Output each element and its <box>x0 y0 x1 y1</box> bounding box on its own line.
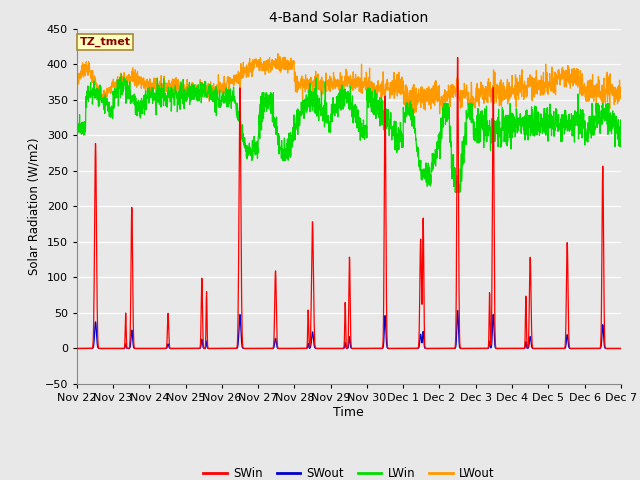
LWin <box>376 115 384 120</box>
SWout <box>376 346 384 351</box>
Line: SWin: SWin <box>77 58 621 348</box>
LWin <box>365 85 372 91</box>
Line: SWout: SWout <box>77 311 621 348</box>
SWout <box>218 346 225 351</box>
LWin <box>617 130 625 136</box>
SWin <box>454 55 461 60</box>
SWout <box>454 308 461 313</box>
LWout <box>274 51 282 57</box>
LWout <box>584 78 592 84</box>
LWin <box>225 96 232 102</box>
Line: LWout: LWout <box>77 54 621 114</box>
Y-axis label: Solar Radiation (W/m2): Solar Radiation (W/m2) <box>28 138 40 275</box>
LWin <box>584 135 592 141</box>
LWout <box>508 84 515 89</box>
SWout <box>73 346 81 351</box>
SWout <box>508 346 515 351</box>
Line: LWin: LWin <box>77 74 621 192</box>
SWin <box>225 346 232 351</box>
SWin <box>617 346 625 351</box>
SWin <box>508 346 515 351</box>
LWout <box>73 73 81 79</box>
LWin <box>451 189 459 195</box>
Legend: SWin, SWout, LWin, LWout: SWin, SWout, LWin, LWout <box>198 462 499 480</box>
SWout <box>225 346 232 351</box>
LWout <box>570 66 577 72</box>
LWout <box>376 85 384 91</box>
SWin <box>584 346 592 351</box>
LWout <box>365 86 372 92</box>
SWin <box>570 346 577 351</box>
X-axis label: Time: Time <box>333 406 364 419</box>
SWin <box>73 346 81 351</box>
SWout <box>365 346 372 351</box>
LWin <box>118 71 125 77</box>
Text: TZ_tmet: TZ_tmet <box>79 37 131 47</box>
SWin <box>218 346 225 351</box>
LWin <box>570 112 577 118</box>
LWout <box>617 96 625 102</box>
LWin <box>508 130 515 135</box>
LWin <box>73 138 81 144</box>
SWin <box>365 346 372 351</box>
LWout <box>436 111 444 117</box>
SWout <box>584 346 592 351</box>
LWout <box>225 80 232 85</box>
SWout <box>617 346 625 351</box>
SWout <box>570 346 577 351</box>
SWin <box>376 346 384 351</box>
Title: 4-Band Solar Radiation: 4-Band Solar Radiation <box>269 11 428 25</box>
